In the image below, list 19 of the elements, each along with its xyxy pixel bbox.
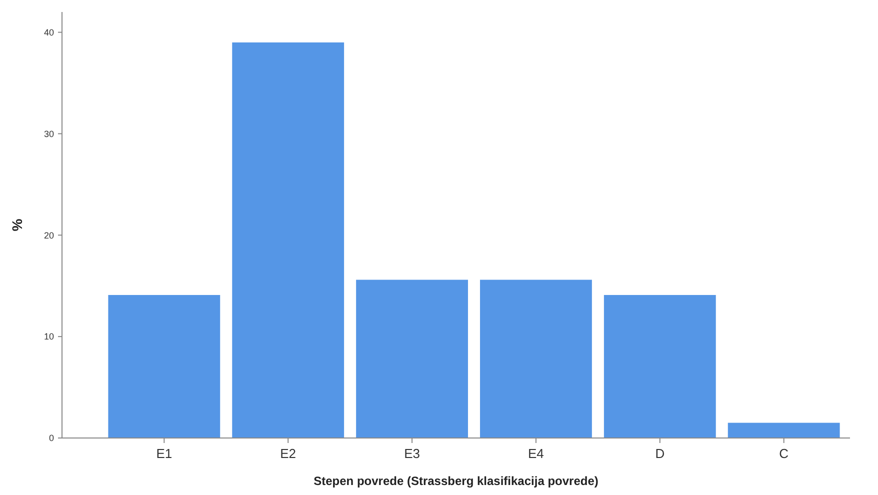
y-tick-label: 40 xyxy=(44,27,54,38)
bar xyxy=(232,42,344,438)
x-axis-title: Stepen povrede (Strassberg klasifikacija povrede) xyxy=(314,474,598,488)
bar xyxy=(604,294,716,438)
y-tick-label: 0 xyxy=(48,433,54,444)
x-tick-label: E2 xyxy=(280,446,296,461)
y-axis-title: % xyxy=(9,218,25,232)
y-tick-label: 20 xyxy=(44,230,54,240)
x-tick-label: E3 xyxy=(404,446,420,461)
y-tick-label: 30 xyxy=(44,128,54,139)
y-tick-label: 10 xyxy=(44,332,54,342)
x-tick-label: E1 xyxy=(156,446,172,461)
x-tick-label: D xyxy=(655,446,665,461)
bar xyxy=(108,294,220,438)
bar xyxy=(728,422,840,438)
x-tick-label: E4 xyxy=(528,446,544,461)
bar xyxy=(356,280,468,438)
x-tick-label: C xyxy=(779,446,789,461)
bar xyxy=(480,280,592,438)
